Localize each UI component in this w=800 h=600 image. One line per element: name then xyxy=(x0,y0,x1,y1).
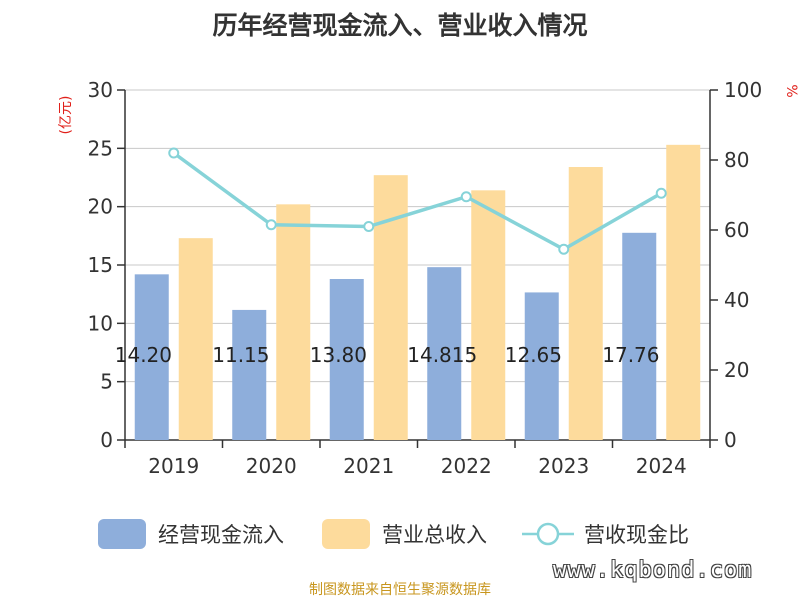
y-left-tick-label: 10 xyxy=(88,311,113,335)
y-right-tick-label: 60 xyxy=(724,218,749,242)
bar-data-label: 12.65 xyxy=(505,343,562,367)
bar-data-label: 11.15 xyxy=(212,343,269,367)
bar-data-label: 13.80 xyxy=(310,343,367,367)
line-point xyxy=(168,147,180,159)
y-left-tick-label: 25 xyxy=(88,136,113,160)
line-point xyxy=(655,187,667,199)
y-right-tick-label: 20 xyxy=(724,358,749,382)
bar-revenue xyxy=(178,238,213,440)
y-left-tick-label: 15 xyxy=(88,253,113,277)
watermark: www.kqbond.com xyxy=(553,558,753,583)
legend-swatch xyxy=(98,519,146,549)
legend-label: 营业总收入 xyxy=(382,523,487,547)
legend-label: 营收现金比 xyxy=(584,523,689,547)
line-point xyxy=(558,243,570,255)
x-tick-label: 2023 xyxy=(538,454,589,478)
source-note: 制图数据来自恒生聚源数据库 xyxy=(309,582,491,598)
bar-cash-inflow xyxy=(427,267,462,440)
x-tick-label: 2019 xyxy=(148,454,199,478)
chart-title: 历年经营现金流入、营业收入情况 xyxy=(212,11,588,40)
y-left-axis-label: (亿元) xyxy=(58,96,74,135)
x-tick-label: 2020 xyxy=(246,454,297,478)
line-series-ratio xyxy=(172,151,663,252)
bar-revenue xyxy=(471,190,506,440)
y-right-tick-label: 100 xyxy=(724,78,762,102)
y-left-tick-label: 20 xyxy=(88,195,113,219)
y-right-axis-label: % xyxy=(783,84,799,97)
legend-swatch xyxy=(322,519,370,549)
bar-data-label: 17.76 xyxy=(602,343,659,367)
x-tick-label: 2022 xyxy=(441,454,492,478)
bar-cash-inflow xyxy=(329,279,364,440)
bar-cash-inflow xyxy=(134,274,169,440)
bar-data-label: 14.815 xyxy=(407,343,477,367)
y-left-tick-label: 0 xyxy=(100,428,113,452)
y-right-tick-label: 0 xyxy=(724,428,737,452)
line-point xyxy=(265,219,277,231)
legend-label: 经营现金流入 xyxy=(158,523,284,547)
bar-revenue xyxy=(666,144,701,441)
bar-cash-inflow xyxy=(622,232,657,440)
y-right-tick-label: 80 xyxy=(724,148,749,172)
line-point xyxy=(460,191,472,203)
x-tick-label: 2024 xyxy=(636,454,687,478)
y-right-tick-label: 40 xyxy=(724,288,749,312)
bar-cash-inflow xyxy=(232,309,267,440)
bar-revenue xyxy=(568,167,603,440)
x-tick-label: 2021 xyxy=(343,454,394,478)
legend-marker xyxy=(536,522,560,546)
y-left-tick-label: 30 xyxy=(88,78,113,102)
bar-revenue xyxy=(276,204,311,440)
bar-cash-inflow xyxy=(524,292,559,440)
bar-data-label: 14.20 xyxy=(115,343,172,367)
y-left-tick-label: 5 xyxy=(100,370,113,394)
line-point xyxy=(363,221,375,232)
